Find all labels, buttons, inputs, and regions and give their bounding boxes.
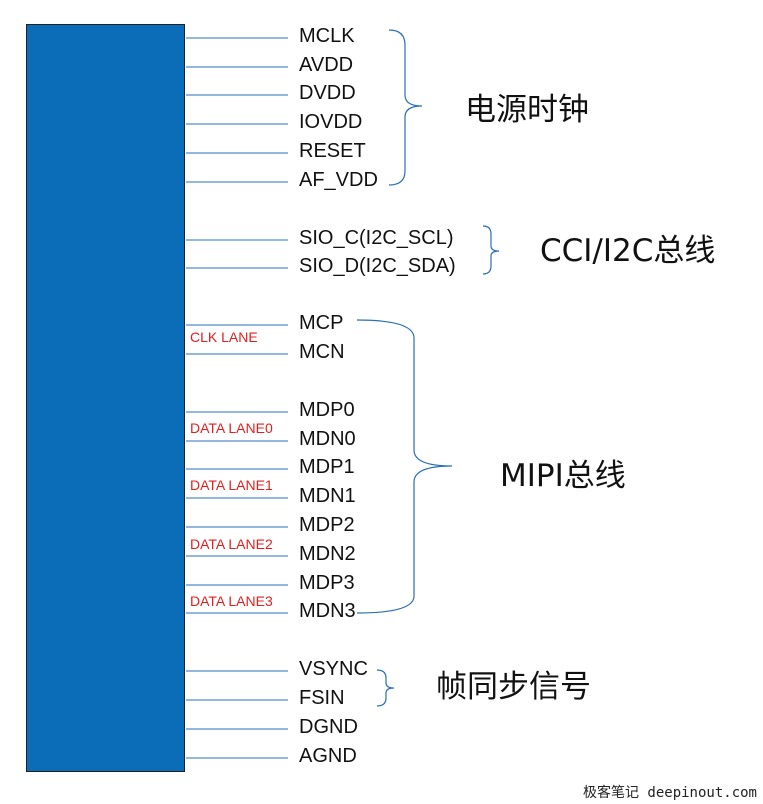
lane-label: DATA LANE3 xyxy=(190,593,273,609)
pin-label: MCLK xyxy=(299,25,355,47)
lane-label: DATA LANE2 xyxy=(190,536,273,552)
group-label-frame-sync: 帧同步信号 xyxy=(436,669,591,705)
lane-label: CLK LANE xyxy=(190,329,258,345)
lane-label: DATA LANE0 xyxy=(190,420,273,436)
brackets xyxy=(356,29,500,707)
pin-label: SIO_C(I2C_SCL) xyxy=(299,227,454,249)
pin-label: SIO_D(I2C_SDA) xyxy=(299,255,456,277)
cci-bracket xyxy=(482,225,500,275)
group-label-power-clock: 电源时钟 xyxy=(465,92,589,128)
pin-label: MDP3 xyxy=(299,572,355,594)
pin-label: AGND xyxy=(299,745,357,767)
pin-label: IOVDD xyxy=(299,111,363,133)
pin-label: DGND xyxy=(299,716,358,738)
mipi-bracket xyxy=(356,319,453,614)
pin-label: MDP2 xyxy=(299,514,355,536)
pin-label: MDP1 xyxy=(299,456,355,478)
pin-label: AVDD xyxy=(299,54,354,76)
group-label-mipi: MIPI总线 xyxy=(500,458,626,494)
pin-label: RESET xyxy=(299,140,366,162)
pin-label: MDP0 xyxy=(299,399,355,421)
power-clock-bracket xyxy=(388,29,423,186)
pin-label: DVDD xyxy=(299,82,356,104)
pin-label: MCP xyxy=(299,312,344,334)
pin-label: MDN0 xyxy=(299,428,356,450)
pin-label: MDN1 xyxy=(299,485,356,507)
group-label-cci: CCI/I2C总线 xyxy=(540,233,716,269)
pin-label: FSIN xyxy=(299,687,345,709)
pin-label: MCN xyxy=(299,341,345,363)
pin-label: MDN2 xyxy=(299,543,356,565)
pin-label: AF_VDD xyxy=(299,169,378,191)
watermark: 极客笔记 deepinout.com xyxy=(582,785,757,801)
sensor-chip-block xyxy=(26,24,185,772)
lane-label: DATA LANE1 xyxy=(190,477,273,493)
pin-label: MDN3 xyxy=(299,600,356,622)
pin-label: VSYNC xyxy=(299,658,368,680)
pin-lines xyxy=(186,37,288,759)
frame-sync-bracket xyxy=(376,669,395,707)
